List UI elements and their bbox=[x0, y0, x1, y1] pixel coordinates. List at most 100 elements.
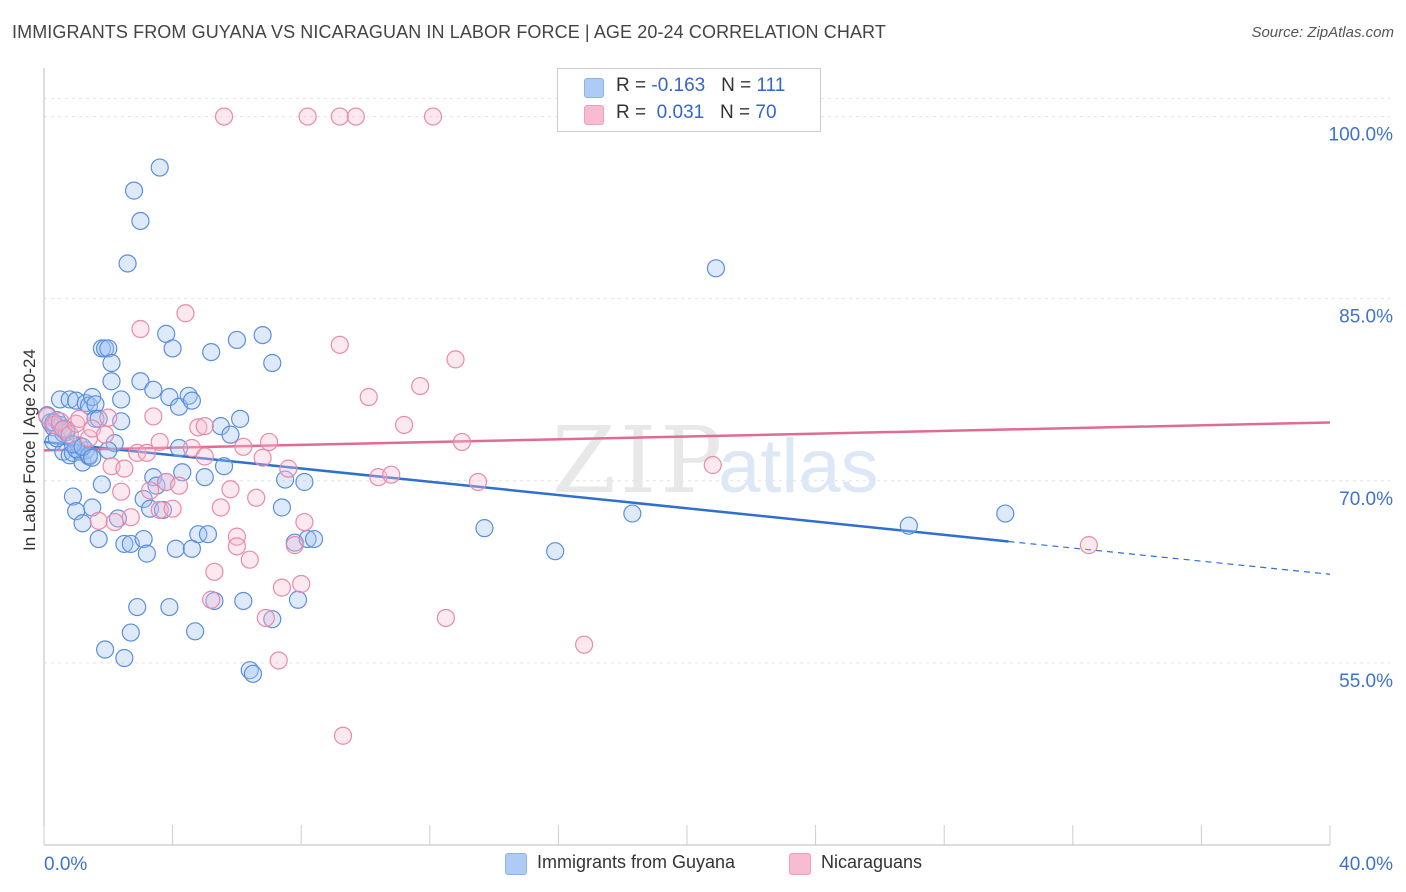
trend-line-guyana bbox=[43, 440, 1009, 543]
r-value: -0.163 bbox=[651, 75, 706, 96]
point-guyana bbox=[50, 390, 70, 409]
point-guyana bbox=[89, 529, 108, 549]
point-guyana bbox=[166, 539, 185, 558]
point-nicaraguan bbox=[211, 498, 230, 517]
point-nicaraguan bbox=[446, 350, 465, 369]
point-nicaraguan bbox=[95, 425, 115, 444]
point-nicaraguan bbox=[227, 527, 246, 546]
point-nicaraguan bbox=[105, 512, 124, 532]
point-nicaraguan bbox=[295, 512, 314, 532]
bottom-legend-swatch-guyana bbox=[505, 853, 527, 875]
point-guyana bbox=[140, 499, 160, 518]
point-guyana bbox=[144, 380, 163, 399]
point-nicaraguan bbox=[292, 574, 311, 594]
point-guyana bbox=[899, 516, 918, 535]
point-guyana bbox=[83, 448, 102, 467]
point-nicaraguan bbox=[411, 376, 430, 396]
point-nicaraguan bbox=[140, 481, 160, 500]
point-guyana bbox=[179, 386, 198, 405]
point-nicaraguan bbox=[163, 499, 182, 518]
point-nicaraguan bbox=[256, 608, 275, 628]
point-guyana bbox=[475, 519, 494, 538]
n-value: 111 bbox=[756, 75, 786, 96]
point-guyana bbox=[623, 504, 642, 523]
point-nicaraguan bbox=[205, 562, 224, 581]
point-nicaraguan bbox=[234, 437, 253, 456]
point-guyana bbox=[276, 470, 295, 489]
point-nicaraguan bbox=[150, 432, 169, 452]
point-guyana bbox=[214, 457, 234, 476]
point-nicaraguan bbox=[269, 651, 288, 670]
point-nicaraguan bbox=[703, 455, 722, 475]
point-nicaraguan bbox=[70, 409, 89, 428]
point-nicaraguan bbox=[137, 443, 156, 462]
point-nicaraguan bbox=[144, 407, 163, 426]
r-label: R = bbox=[616, 102, 652, 123]
point-nicaraguan bbox=[182, 438, 201, 458]
point-nicaraguan bbox=[214, 107, 234, 126]
point-guyana bbox=[95, 640, 115, 659]
point-guyana bbox=[73, 514, 92, 533]
point-nicaraguan bbox=[195, 417, 214, 436]
source-credit: Source: ZipAtlas.com bbox=[1251, 24, 1394, 41]
point-guyana bbox=[263, 610, 282, 629]
point-nicaraguan bbox=[131, 319, 150, 339]
point-guyana bbox=[186, 622, 205, 641]
point-nicaraguan bbox=[253, 448, 272, 467]
legend-swatch-guyana bbox=[584, 78, 604, 98]
chart-title: IMMIGRANTS FROM GUYANA VS NICARAGUAN IN … bbox=[12, 22, 886, 42]
point-guyana bbox=[115, 648, 134, 668]
x-ticks bbox=[43, 825, 1331, 845]
gridlines bbox=[44, 97, 1390, 664]
n-value: 70 bbox=[755, 102, 777, 123]
point-guyana bbox=[234, 591, 253, 611]
point-guyana bbox=[128, 597, 147, 617]
point-guyana bbox=[124, 181, 144, 200]
point-guyana bbox=[195, 468, 214, 487]
point-guyana bbox=[102, 353, 121, 373]
point-nicaraguan bbox=[112, 482, 131, 501]
legend-swatch-nicaraguan bbox=[584, 105, 604, 125]
legend-stats-nicaraguan: R = 0.031 N = 70 bbox=[616, 102, 777, 124]
bottom-legend-swatch-nicaraguan bbox=[789, 853, 811, 875]
point-nicaraguan bbox=[394, 415, 414, 435]
point-nicaraguan bbox=[1079, 536, 1098, 555]
point-guyana bbox=[288, 590, 308, 609]
point-guyana bbox=[706, 259, 726, 278]
y-tick-label: 85.0% bbox=[1339, 307, 1393, 328]
point-nicaraguan bbox=[247, 488, 266, 507]
point-guyana bbox=[253, 325, 272, 345]
point-nicaraguan bbox=[115, 459, 134, 478]
point-nicaraguan bbox=[575, 635, 594, 654]
point-guyana bbox=[150, 158, 169, 177]
point-nicaraguan bbox=[128, 443, 147, 462]
trend-line-guyana-extrapolated bbox=[1008, 540, 1331, 575]
point-guyana bbox=[182, 391, 201, 410]
n-label: N = bbox=[721, 75, 757, 96]
point-nicaraguan bbox=[330, 107, 349, 126]
x-tick-label-max: 40.0% bbox=[1339, 854, 1393, 875]
point-guyana bbox=[63, 487, 83, 506]
point-nicaraguan bbox=[240, 550, 259, 569]
point-nicaraguan bbox=[202, 590, 221, 609]
x-tick-label-min: 0.0% bbox=[44, 854, 87, 875]
trend-lines bbox=[43, 421, 1331, 575]
point-nicaraguan bbox=[382, 465, 401, 484]
point-nicaraguan bbox=[99, 408, 118, 427]
point-nicaraguan bbox=[150, 500, 169, 520]
point-nicaraguan bbox=[221, 480, 240, 499]
point-guyana bbox=[295, 472, 314, 492]
point-guyana bbox=[304, 529, 324, 549]
point-nicaraguan bbox=[330, 335, 349, 354]
point-guyana bbox=[160, 387, 179, 407]
point-guyana bbox=[163, 339, 182, 358]
point-guyana bbox=[169, 438, 189, 458]
point-nicaraguan bbox=[176, 304, 195, 323]
point-guyana bbox=[92, 475, 111, 494]
bottom-legend-label-guyana: Immigrants from Guyana bbox=[537, 852, 736, 872]
point-guyana bbox=[227, 330, 246, 350]
y-tick-label: 100.0% bbox=[1329, 125, 1394, 146]
point-guyana bbox=[99, 441, 118, 460]
point-nicaraguan bbox=[346, 107, 365, 126]
